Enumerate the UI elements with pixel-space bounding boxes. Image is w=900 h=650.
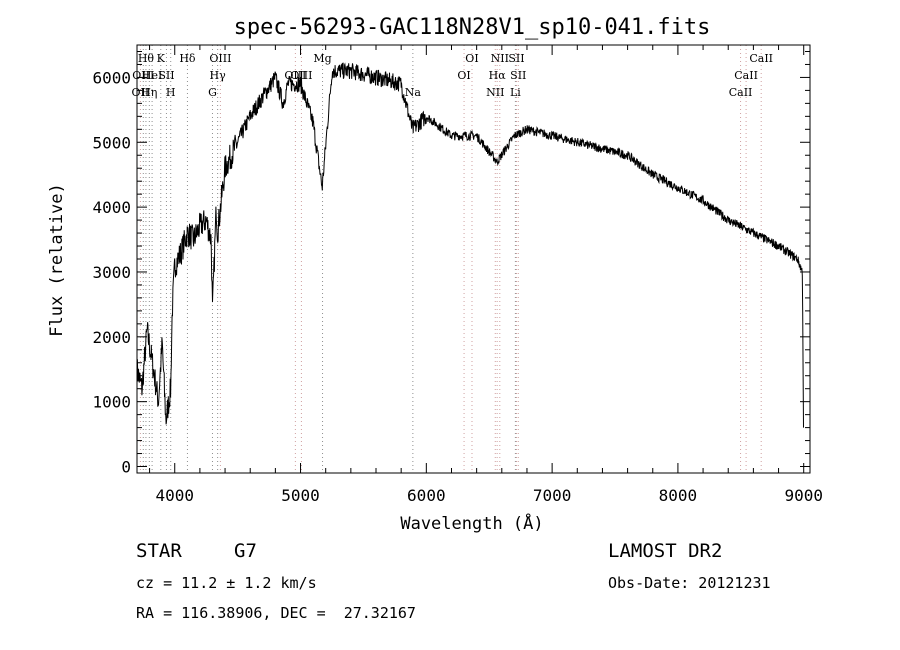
y-tick-label: 2000 [92,328,131,347]
y-axis-label: Flux (relative) [47,183,67,337]
survey-name: LAMOST DR2 [608,540,723,562]
y-tick-label: 3000 [92,263,131,282]
y-axis-ticks: 0 1000 2000 3000 4000 5000 6000 [92,50,810,477]
obs-date: Obs-Date: 20121231 [608,574,771,592]
line-marker-label: Hγ [210,69,227,82]
object-class: STAR [136,540,182,562]
line-marker-label: CaII [749,52,773,65]
line-marker-label: CaII [729,86,753,99]
x-axis-label: Wavelength (Å) [400,512,543,534]
line-marker-label: Hθ [138,52,155,65]
y-tick-label: 0 [121,458,131,477]
y-tick-label: 4000 [92,198,131,217]
line-marker-label: Hη [141,86,157,99]
line-marker-label: NII [491,52,509,65]
line-markers [139,45,762,473]
x-tick-label: 9000 [784,486,823,505]
line-marker-labels: OIIOIIIHθHηHeIKSIIHHδGHγOIIIOIIIOIIIMgNa… [132,52,773,99]
y-tick-label: 1000 [92,393,131,412]
line-marker-label: NII [486,86,504,99]
line-marker-label: Hδ [179,52,196,65]
line-marker-label: Li [510,86,521,99]
line-marker-label: HeI [142,69,162,82]
x-tick-label: 4000 [155,486,194,505]
object-subclass: G7 [234,540,257,562]
x-axis-ticks: 4000 5000 6000 7000 8000 9000 [149,45,823,505]
line-marker-label: OIII [290,69,312,82]
y-tick-label: 5000 [92,133,131,152]
spectrum-chart: spec-56293-GAC118N28V1_sp10-041.fits OII… [47,15,823,534]
line-marker-label: SII [510,69,526,82]
line-marker-label: SII [158,69,174,82]
line-marker-label: OIII [209,52,231,65]
y-tick-label: 6000 [92,68,131,87]
plot-frame [136,44,811,474]
line-marker-label: OIII [132,69,154,82]
line-marker-label: H [166,86,176,99]
redshift-cz: cz = 11.2 ± 1.2 km/s [136,574,317,592]
spectrum-line [136,62,804,428]
chart-title: spec-56293-GAC118N28V1_sp10-041.fits [234,15,711,40]
line-marker-label: OI [457,69,470,82]
ra-dec: RA = 116.38906, DEC = 27.32167 [136,604,416,622]
line-marker-label: K [157,52,166,65]
line-marker-label: Hα [489,69,507,82]
x-tick-label: 5000 [281,486,320,505]
line-marker-label: CaII [734,69,758,82]
line-marker-label: Mg [313,52,331,65]
line-marker-label: G [208,86,217,99]
line-marker-label: SII [508,52,524,65]
line-marker-label: OI [465,52,478,65]
x-tick-label: 6000 [407,486,446,505]
line-marker-label: OII [132,86,150,99]
x-tick-label: 7000 [533,486,572,505]
x-tick-label: 8000 [659,486,698,505]
line-marker-label: Na [405,86,422,99]
